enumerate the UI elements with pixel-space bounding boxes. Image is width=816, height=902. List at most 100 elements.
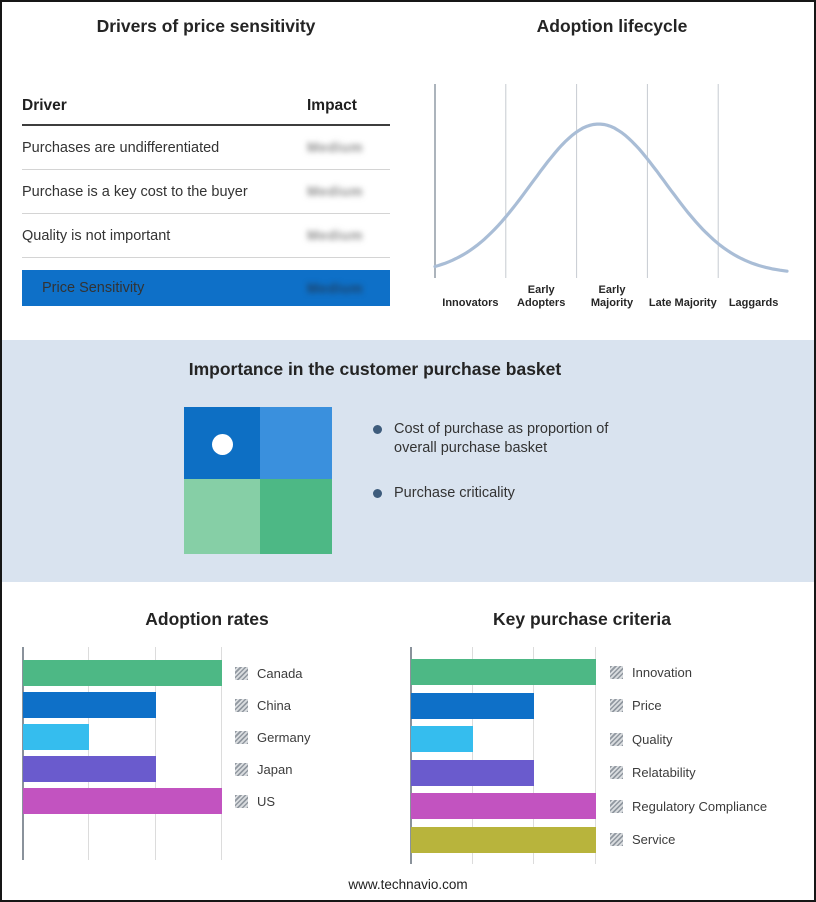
legend-swatch-icon	[610, 699, 623, 712]
chart-y-axis-line	[410, 647, 412, 864]
legend-label: Regulatory Compliance	[632, 798, 768, 814]
quad-bottom-left	[184, 479, 260, 554]
lifecycle-stage-text: Laggards	[728, 296, 779, 309]
legend-item: Service	[610, 827, 767, 853]
bullet-text: Purchase criticality	[394, 485, 515, 502]
lifecycle-bell-curve-chart	[433, 84, 789, 278]
legend-label: US	[257, 793, 276, 809]
bar-relatability	[411, 759, 535, 786]
quad-top-right	[260, 407, 332, 479]
bar-service	[411, 826, 596, 853]
bullet-dot-icon	[373, 489, 382, 499]
lifecycle-stage-label: Laggards	[718, 280, 789, 310]
adoption-lifecycle-panel: Adoption lifecycle Innovators Early Adopt…	[410, 16, 814, 328]
bullet-dot-icon	[373, 425, 382, 434]
legend-label: Germany	[257, 729, 311, 745]
bullet-item: Cost of purchase as proportion of overal…	[373, 420, 653, 458]
bar-china	[23, 692, 156, 718]
chart-gridline	[595, 647, 596, 864]
legend-label: Japan	[257, 761, 293, 777]
legend-swatch-icon	[235, 698, 248, 712]
bar-canada	[23, 660, 222, 686]
driver-column-header: Driver	[22, 97, 67, 114]
driver-row: Purchase is a key cost to the buyer Mediu…	[22, 170, 390, 214]
impact-column-header: Impact	[307, 97, 357, 114]
impact-value-redacted: Medium	[307, 182, 363, 199]
legend-label: Price	[632, 698, 662, 713]
adoption-rates-title: Adoption rates	[145, 609, 269, 629]
bar-japan	[23, 756, 156, 782]
purchase-basket-title: Importance in the customer purchase bask…	[188, 359, 562, 379]
price-sensitivity-impact: Medium	[307, 280, 390, 297]
purchase-basket-bullets: Cost of purchase as proportion of overal…	[373, 420, 653, 529]
legend-swatch-icon	[610, 766, 623, 779]
bar-regulatory-compliance	[411, 793, 596, 819]
lifecycle-curve	[433, 122, 789, 273]
legend-swatch-icon	[235, 666, 248, 680]
lifecycle-stage-text: Early Adopters	[517, 283, 566, 309]
driver-label: Quality is not important	[22, 227, 171, 244]
chart-gridline	[154, 647, 156, 860]
legend-item: US	[235, 788, 310, 814]
bullet-item: Purchase criticality	[373, 484, 653, 503]
drivers-title: Drivers of price sensitivity	[96, 16, 316, 36]
impact-value-redacted: Medium	[307, 138, 363, 155]
lifecycle-stage-text: Innovators	[442, 296, 499, 309]
impact-value-redacted: Medium	[307, 279, 363, 296]
driver-label: Purchases are undifferentiated	[22, 139, 220, 156]
legend-item: Price	[610, 693, 767, 719]
bar-quality	[411, 726, 473, 752]
legend-label: Innovation	[632, 664, 692, 680]
price-sensitivity-label: Price Sensitivity	[42, 280, 145, 296]
lifecycle-stage-labels: Innovators Early Adopters Early Majority La…	[435, 280, 789, 310]
impact-cell: Medium	[307, 227, 390, 245]
purchase-basket-quadrant	[184, 407, 332, 554]
bar-us	[23, 788, 222, 814]
impact-value-redacted: Medium	[307, 226, 363, 243]
bottom-charts-section: Adoption rates Key purchase criteria Can…	[2, 582, 814, 900]
legend-label: China	[257, 697, 291, 713]
legend-swatch-icon	[235, 794, 248, 808]
legend-item: Regulatory Compliance	[610, 793, 767, 819]
impact-cell: Medium	[307, 139, 390, 157]
drivers-panel: Drivers of price sensitivity Driver Impa…	[22, 16, 390, 306]
legend-swatch-icon	[610, 665, 623, 679]
legend-item: Canada	[235, 660, 310, 686]
lifecycle-stage-text: Late Majority	[648, 296, 717, 309]
footer-url: www.technavio.com	[348, 877, 468, 892]
price-sensitivity-row: Price Sensitivity Medium	[22, 270, 390, 306]
legend-item: China	[235, 692, 310, 718]
impact-cell: Medium	[307, 183, 390, 201]
legend-item: Innovation	[610, 659, 767, 685]
legend-swatch-icon	[610, 732, 623, 746]
legend-label: Quality	[632, 731, 673, 747]
adoption-rates-legend: Canada China Germany Japan US	[235, 660, 310, 820]
bar-price	[411, 692, 535, 719]
key-purchase-criteria-legend: Innovation Price Quality Relatability Regula…	[610, 659, 767, 860]
legend-item: Germany	[235, 724, 310, 750]
lifecycle-stage-label: Early Adopters	[506, 280, 577, 310]
key-purchase-criteria-plot	[410, 647, 596, 864]
lifecycle-stage-text: Early Majority	[590, 283, 634, 309]
legend-item: Japan	[235, 756, 310, 782]
chart-y-axis-line	[22, 647, 24, 860]
purchase-basket-section: Importance in the customer purchase bask…	[2, 340, 814, 582]
lifecycle-stage-label: Early Majority	[577, 280, 648, 310]
lifecycle-stage-label: Innovators	[435, 280, 506, 310]
key-purchase-criteria-title: Key purchase criteria	[492, 609, 671, 629]
chart-gridline	[471, 647, 473, 864]
quad-bottom-right	[260, 479, 332, 554]
legend-item: Quality	[610, 726, 767, 752]
lifecycle-title: Adoption lifecycle	[536, 16, 688, 36]
drivers-table-header: Driver Impact	[22, 97, 390, 126]
quad-marker-dot	[212, 434, 233, 455]
legend-swatch-icon	[610, 833, 623, 846]
drivers-table-body: Purchases are undifferentiated Medium Purc…	[22, 126, 390, 258]
legend-label: Service	[632, 832, 676, 847]
legend-label: Canada	[257, 665, 303, 681]
lifecycle-stage-label: Late Majority	[647, 280, 718, 310]
adoption-rates-plot	[22, 647, 222, 860]
quad-top-left	[184, 407, 260, 479]
bullet-text: Cost of purchase as proportion of overal…	[394, 421, 609, 457]
